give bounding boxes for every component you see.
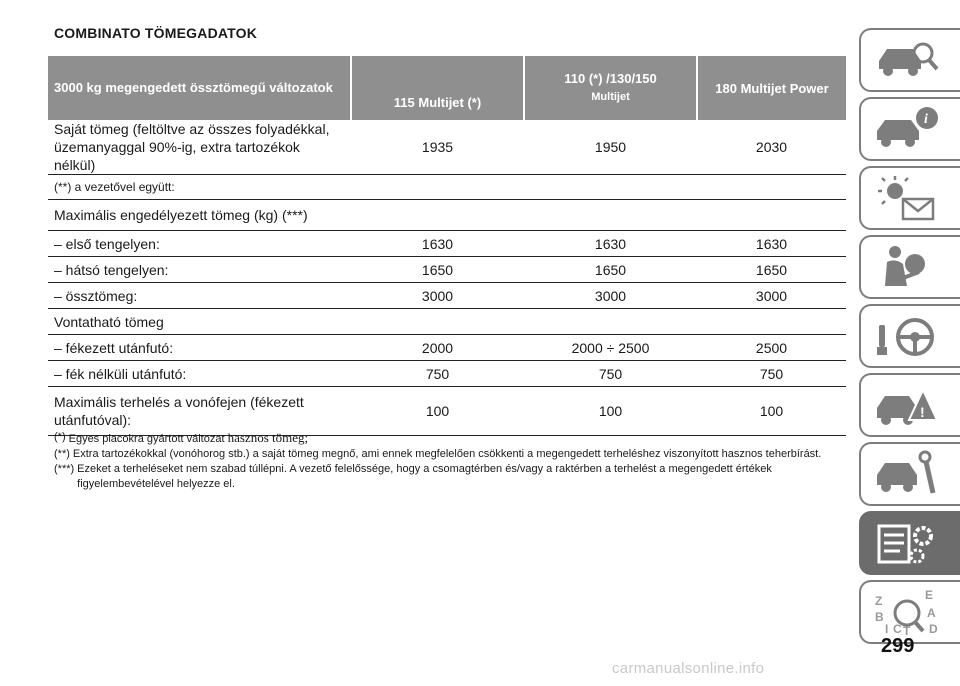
footnote-text: Egyes piacokra gyártott változat hasznos… bbox=[69, 430, 309, 447]
footnote-mark: (***) bbox=[54, 463, 75, 475]
table-row: – fékezett utánfutó: 2000 2000 ÷ 2500 25… bbox=[48, 334, 846, 361]
cell-value: 2000 ÷ 2500 bbox=[524, 334, 697, 361]
specs-gear-icon bbox=[877, 524, 933, 564]
cell-value: 100 bbox=[351, 386, 524, 436]
footnote: (***) Ezeket a terheléseket nem szabad t… bbox=[54, 462, 844, 492]
cell-value: 3000 bbox=[697, 282, 846, 309]
row-label: (**) a vezetővel együtt: bbox=[48, 174, 846, 200]
steering-wheel-icon bbox=[877, 318, 934, 356]
tab-alphabet-index[interactable]: Z E B A C T D I bbox=[859, 580, 960, 644]
cell-value: 1650 bbox=[524, 256, 697, 283]
tab-steering-wheel[interactable] bbox=[859, 304, 960, 368]
table-row: – hátsó tengelyen: 1650 1650 1650 bbox=[48, 256, 846, 283]
cell-value: 1630 bbox=[351, 230, 524, 257]
tab-car-info[interactable]: i bbox=[859, 97, 960, 161]
cell-value: 2000 bbox=[351, 334, 524, 361]
cell-value: 1935 bbox=[351, 120, 524, 175]
chapter-tabs-sidebar: i bbox=[859, 28, 960, 649]
svg-text:!: ! bbox=[920, 404, 925, 420]
footnotes: (*) Egyes piacokra gyártott változat has… bbox=[54, 430, 844, 492]
row-label: – hátsó tengelyen: bbox=[48, 256, 351, 283]
index-letter: C bbox=[893, 622, 902, 636]
table-row: Saját tömeg (feltöltve az összes folyadé… bbox=[48, 120, 846, 175]
cell-value: 1950 bbox=[524, 120, 697, 175]
cell-value: 1650 bbox=[351, 256, 524, 283]
cell-value: 2030 bbox=[697, 120, 846, 175]
tab-airbag-person[interactable] bbox=[859, 235, 960, 299]
cell-value: 2500 bbox=[697, 334, 846, 361]
header-110-sub: Multijet bbox=[591, 91, 630, 103]
tab-warning-lights[interactable] bbox=[859, 166, 960, 230]
index-letter: I bbox=[885, 622, 888, 636]
tab-car-wrench[interactable] bbox=[859, 442, 960, 506]
header-110-130-150-multijet: 110 (*) /130/150 Multijet bbox=[524, 56, 698, 120]
weight-data-table: 3000 kg megengedett össztömegű változato… bbox=[48, 56, 846, 436]
car-info-icon: i bbox=[877, 107, 938, 147]
table-row: (**) a vezetővel együtt: bbox=[48, 174, 846, 200]
row-label: – fék nélküli utánfutó: bbox=[48, 360, 351, 387]
row-label: Vontatható tömeg bbox=[48, 308, 846, 335]
cell-value: 750 bbox=[351, 360, 524, 387]
header-110-main: 110 (*) /130/150 bbox=[564, 71, 657, 86]
table-row: – fék nélküli utánfutó: 750 750 750 bbox=[48, 360, 846, 387]
cell-value: 1630 bbox=[524, 230, 697, 257]
page-number: 299 bbox=[881, 635, 915, 657]
cell-value: 750 bbox=[697, 360, 846, 387]
footnote-mark: (*) bbox=[54, 431, 66, 443]
cell-value: 3000 bbox=[524, 282, 697, 309]
row-label: Maximális terhelés a vonófejen (fékezett… bbox=[48, 386, 351, 436]
cell-value: 750 bbox=[524, 360, 697, 387]
index-letter: E bbox=[925, 588, 933, 602]
car-search-icon bbox=[879, 42, 939, 76]
table-row: Vontatható tömeg bbox=[48, 308, 846, 335]
cell-value: 100 bbox=[524, 386, 697, 436]
tab-car-warning[interactable]: ! bbox=[859, 373, 960, 437]
warning-lights-icon bbox=[878, 176, 935, 221]
watermark: carmanualsonline.info bbox=[612, 660, 765, 677]
index-letter: B bbox=[875, 610, 884, 624]
row-label: Saját tömeg (feltöltve az összes folyadé… bbox=[48, 120, 351, 175]
footnote: (*) Egyes piacokra gyártott változat has… bbox=[54, 430, 844, 447]
footnote-text: Extra tartozékokkal (vonóhorog stb.) a s… bbox=[72, 448, 822, 460]
cell-value: 3000 bbox=[351, 282, 524, 309]
table-row: Maximális engedélyezett tömeg (kg) (***) bbox=[48, 199, 846, 231]
footnote-mark: (**) bbox=[54, 448, 70, 460]
cell-value: 1630 bbox=[697, 230, 846, 257]
cell-value: 100 bbox=[697, 386, 846, 436]
row-label: – fékezett utánfutó: bbox=[48, 334, 351, 361]
svg-text:i: i bbox=[924, 112, 928, 127]
footnote-serif-text: hasznos tömeg; bbox=[227, 430, 309, 445]
table-row: Maximális terhelés a vonófejen (fékezett… bbox=[48, 386, 846, 436]
footnote: (**) Extra tartozékokkal (vonóhorog stb.… bbox=[54, 447, 844, 462]
airbag-person-icon bbox=[885, 246, 925, 286]
footnote-text: Ezeket a terheléseket nem szabad túllépn… bbox=[77, 463, 772, 490]
header-115-multijet: 115 Multijet (*) bbox=[351, 56, 525, 120]
footnote-text-main: Egyes piacokra gyártott változat bbox=[68, 433, 225, 445]
index-letter: T bbox=[903, 624, 911, 637]
index-letter: A bbox=[927, 606, 936, 620]
index-letter: D bbox=[929, 622, 938, 636]
table-header-row: 3000 kg megengedett össztömegű változato… bbox=[48, 56, 846, 120]
index-letter: Z bbox=[875, 594, 882, 608]
car-warning-triangle-icon: ! bbox=[877, 387, 939, 425]
row-label: – első tengelyen: bbox=[48, 230, 351, 257]
alphabet-index-icon: Z E B A C T D I bbox=[875, 588, 938, 637]
page-title: COMBINATO TÖMEGADATOK bbox=[54, 25, 258, 41]
table-row: – össztömeg: 3000 3000 3000 bbox=[48, 282, 846, 309]
row-label: – össztömeg: bbox=[48, 282, 351, 309]
car-wrench-icon bbox=[877, 450, 936, 494]
cell-value: 1650 bbox=[697, 256, 846, 283]
header-180-multijet-power: 180 Multijet Power bbox=[697, 56, 846, 120]
tab-car-search[interactable] bbox=[859, 28, 960, 92]
header-variants: 3000 kg megengedett össztömegű változato… bbox=[48, 56, 352, 120]
row-label: Maximális engedélyezett tömeg (kg) (***) bbox=[48, 199, 846, 231]
table-row: – első tengelyen: 1630 1630 1630 bbox=[48, 230, 846, 257]
tab-specs[interactable] bbox=[859, 511, 960, 575]
